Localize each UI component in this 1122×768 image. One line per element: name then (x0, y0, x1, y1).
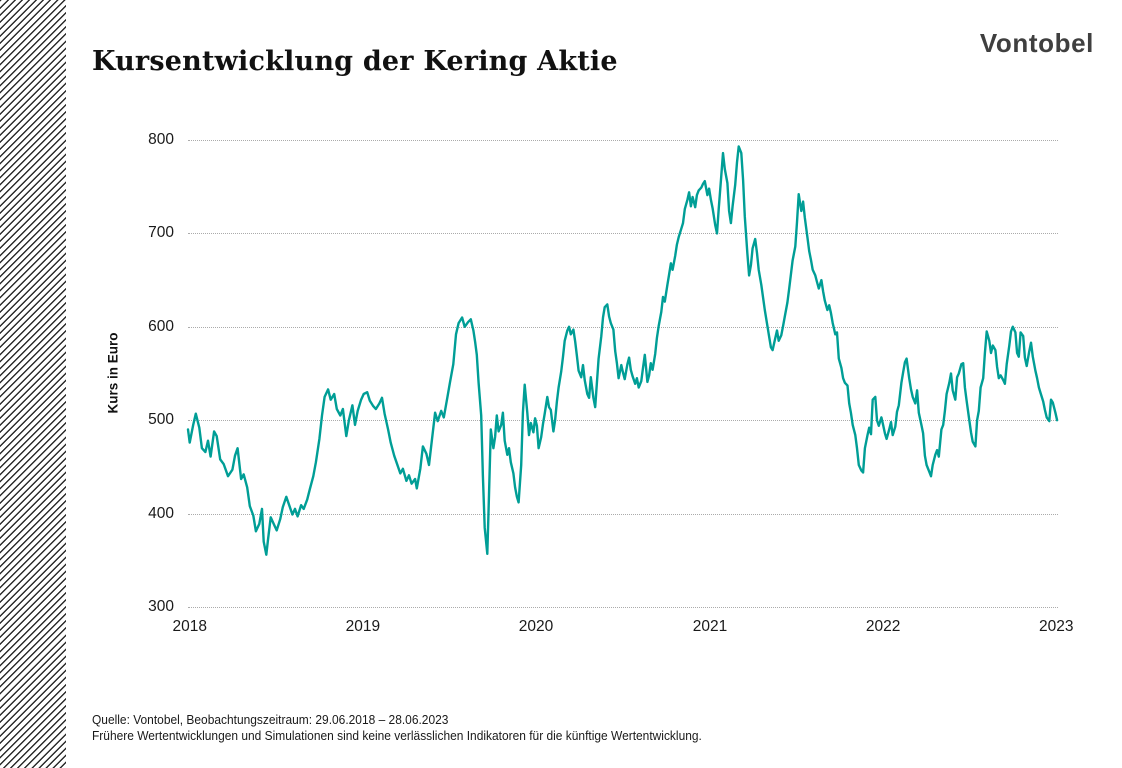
x-tick-label-2020: 2020 (518, 618, 554, 635)
gridline-400 (188, 513, 1058, 515)
source-line-2: Frühere Wertentwicklungen und Simulation… (92, 727, 702, 743)
price-line-svg (186, 145, 1059, 556)
x-tick-label-2021: 2021 (692, 618, 728, 635)
y-axis-title: Kurs in Euro (105, 332, 121, 414)
y-tick-label-400: 400 (148, 504, 174, 522)
page-title: Kursentwicklung der Kering Aktie (92, 46, 618, 78)
y-tick-label-600: 600 (148, 317, 174, 335)
gridline-300 (188, 607, 1058, 608)
hatch-decoration (0, 0, 66, 768)
y-tick-label-300: 300 (148, 598, 174, 615)
kering-price-line (186, 145, 1059, 556)
x-tick-label-2022: 2022 (865, 618, 901, 635)
y-tick-label-700: 700 (148, 224, 174, 242)
gridline-700 (188, 233, 1058, 235)
y-tick-label-500: 500 (148, 411, 174, 429)
gridline-800 (188, 140, 1058, 141)
price-chart: 800 700 600 500 400 300 2018 2019 2020 2021 2022 2… (148, 131, 1073, 635)
vontobel-logo: Vontobel (979, 28, 1094, 58)
y-tick-label-800: 800 (148, 131, 174, 148)
source-line-1: Quelle: Vontobel, Beobachtungszeitraum: … (92, 712, 449, 727)
gridline-600 (188, 326, 1058, 328)
source-note: Quelle: Vontobel, Beobachtungszeitraum: … (92, 712, 702, 743)
gridline-500 (188, 420, 1058, 422)
x-tick-label-2018: 2018 (172, 618, 207, 635)
x-tick-label-2019: 2019 (345, 618, 381, 635)
x-tick-label-2023: 2023 (1039, 618, 1074, 635)
